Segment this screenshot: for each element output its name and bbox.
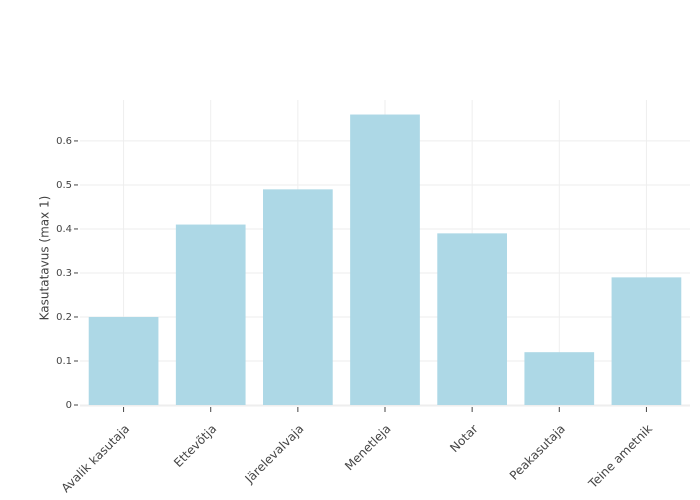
y-tick-label: 0.6 [56, 136, 72, 147]
y-axis-title: Kasutatavus (max 1) [38, 196, 52, 321]
x-tick-label: Avalik kasutaja [59, 422, 133, 496]
x-tick-label: Menetleja [342, 422, 394, 474]
x-tick-label: Ettevõtja [171, 422, 219, 470]
x-tick-label: Peakasutaja [507, 422, 568, 483]
x-tick-label: Notar [447, 422, 481, 456]
bar [175, 224, 246, 405]
y-tick-label: 0.3 [56, 268, 72, 279]
y-tick-label: 0.2 [56, 312, 72, 323]
bar [524, 352, 595, 405]
y-tick-label: 0.1 [56, 356, 72, 367]
y-tick-label: 0.5 [56, 180, 72, 191]
x-tick-label: Teine ametnik [585, 422, 655, 492]
bar [437, 233, 507, 405]
y-tick-label: 0.4 [56, 224, 72, 235]
bar [88, 316, 159, 405]
y-tick-label: 0 [66, 400, 72, 411]
bar [350, 114, 420, 406]
x-tick-label: Järelevalvaja [242, 422, 307, 487]
bar [263, 189, 333, 405]
bar [611, 277, 682, 405]
